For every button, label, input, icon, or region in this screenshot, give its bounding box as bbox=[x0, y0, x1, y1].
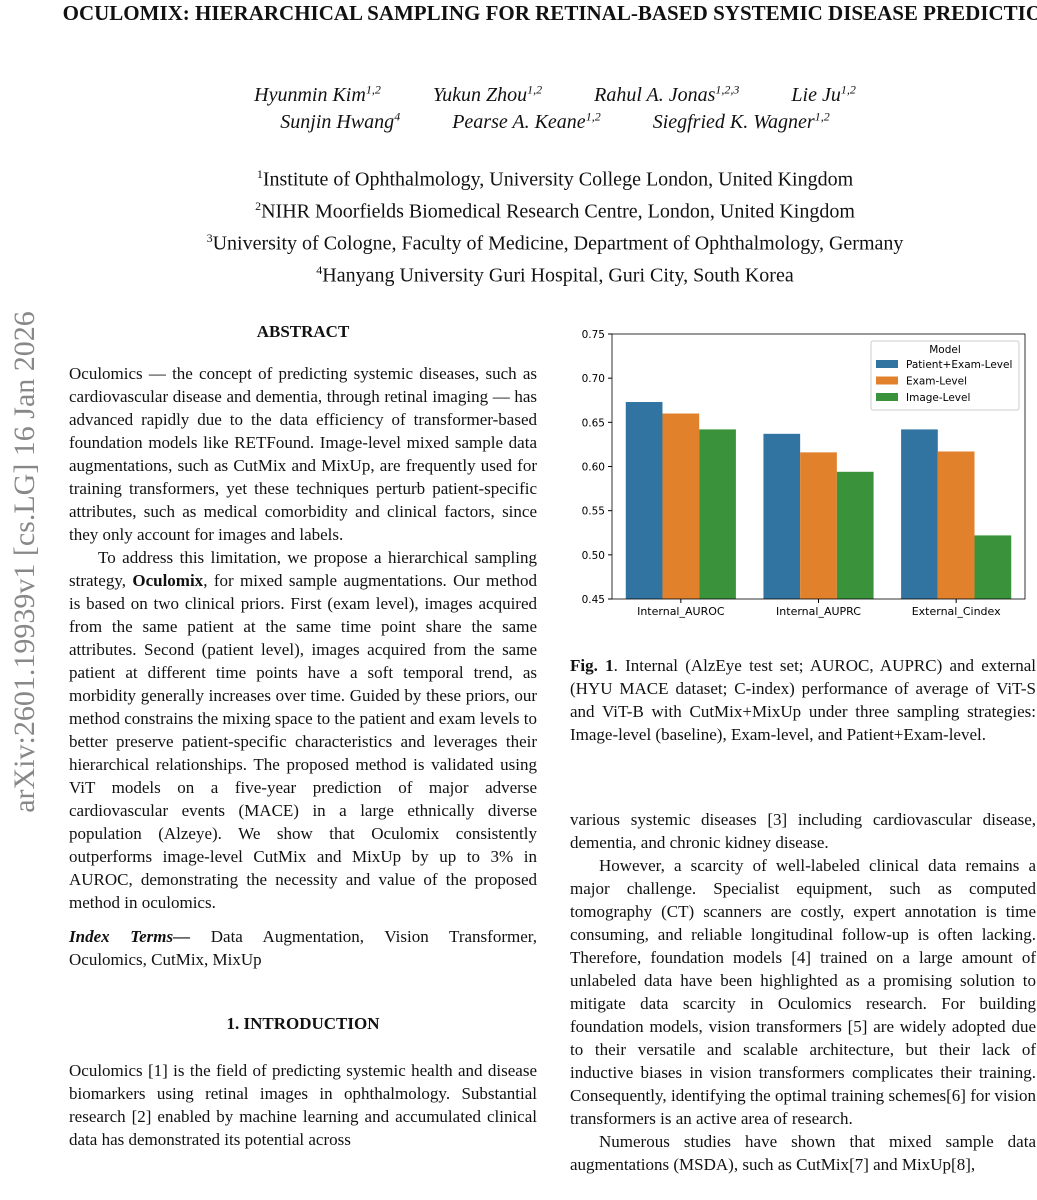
paper-title: OCULOMIX: HIERARCHICAL SAMPLING FOR RETI… bbox=[62, 1, 1037, 25]
abstract-heading: ABSTRACT bbox=[256, 322, 350, 341]
legend-label: Exam-Level bbox=[906, 376, 967, 388]
right-paragraph-1: various systemic diseases [3] including … bbox=[570, 810, 1036, 852]
affiliation: 4Hanyang University Guri Hospital, Guri … bbox=[316, 263, 794, 288]
affiliation: 2NIHR Moorfields Biomedical Research Cen… bbox=[255, 199, 855, 223]
abstract-paragraph-2: To address this limitation, we propose a… bbox=[69, 548, 537, 912]
x-tick-label: External_Cindex bbox=[912, 605, 1001, 618]
author-name: Hyunmin Kim1,2 bbox=[254, 82, 381, 106]
abstract-paragraph-1: Oculomics — the concept of predicting sy… bbox=[69, 364, 537, 544]
y-tick-label: 0.55 bbox=[582, 506, 605, 518]
author-name: Sunjin Hwang4 bbox=[280, 109, 401, 133]
y-tick-label: 0.45 bbox=[582, 594, 605, 606]
bar-chart: 0.45 0.50 0.55 0.60 0.65 0.70 0.75 Internal_AUR… bbox=[582, 329, 1026, 618]
y-tick-label: 0.70 bbox=[582, 373, 605, 385]
bar-exam-level-internal_auroc bbox=[662, 413, 700, 599]
arxiv-identifier[interactable]: arXiv:2601.19939v1 [cs.LG] 16 Jan 2026 bbox=[8, 311, 41, 813]
bar-patient-exam-level-internal_auroc bbox=[625, 402, 663, 599]
author-name: Rahul A. Jonas1,2,3 bbox=[594, 82, 740, 106]
bar-exam-level-internal_auprc bbox=[800, 452, 837, 599]
figure-caption: Fig. 1. Internal (AlzEye test set; AUROC… bbox=[570, 656, 1037, 744]
x-tick-label: Internal_AUPRC bbox=[776, 605, 861, 618]
x-tick-label: Internal_AUROC bbox=[637, 605, 725, 618]
author-name: Pearse A. Keane1,2 bbox=[452, 109, 601, 133]
author-name: Siegfried K. Wagner1,2 bbox=[652, 109, 830, 133]
y-tick-label: 0.65 bbox=[582, 417, 605, 429]
legend-label: Patient+Exam-Level bbox=[906, 359, 1012, 371]
legend-box bbox=[870, 340, 1020, 411]
intro-heading: 1. INTRODUCTION bbox=[226, 1014, 380, 1033]
y-tick-label: 0.50 bbox=[582, 550, 605, 562]
legend-swatch bbox=[876, 360, 898, 368]
bar-image-level-internal_auprc bbox=[836, 471, 874, 599]
y-tick-label: 0.60 bbox=[582, 462, 605, 474]
affiliation: 3University of Cologne, Faculty of Medic… bbox=[206, 231, 904, 255]
author-name: Lie Ju1,2 bbox=[791, 82, 856, 106]
bar-patient-exam-level-external_cindex bbox=[901, 429, 938, 599]
legend-label: Image-Level bbox=[906, 392, 970, 404]
authors-row-1: Hyunmin Kim1,2 Yukun Zhou1,2 Rahul A. Jona… bbox=[0, 82, 1037, 107]
author-name: Yukun Zhou1,2 bbox=[432, 82, 543, 106]
bar-image-level-external_cindex bbox=[974, 535, 1012, 599]
affiliation: 1Institute of Ophthalmology, University … bbox=[256, 167, 854, 191]
right-column: various systemic diseases [3] including … bbox=[570, 808, 1036, 1176]
bar-patient-exam-level-internal_auprc bbox=[763, 433, 801, 599]
bar-image-level-internal_auroc bbox=[699, 429, 736, 599]
legend-title: Model bbox=[929, 344, 961, 356]
authors-row-2: Sunjin Hwang4 Pearse A. Keane1,2 Siegfried… bbox=[0, 109, 1037, 134]
right-paragraph-2: However, a scarcity of well-labeled clin… bbox=[570, 856, 1036, 1128]
intro-paragraph-1: Oculomics [1] is the field of predicting… bbox=[69, 1061, 537, 1149]
left-column: ABSTRACT Oculomics — the concept of pred… bbox=[69, 320, 537, 1151]
affiliations: 1Institute of Ophthalmology, University … bbox=[0, 161, 1037, 290]
right-paragraph-3: Numerous studies have shown that mixed s… bbox=[570, 1132, 1036, 1174]
index-terms: Index Terms— Data Augmentation, Vision T… bbox=[69, 927, 537, 969]
legend-swatch bbox=[876, 376, 898, 385]
y-tick-label: 0.75 bbox=[582, 329, 605, 341]
legend-swatch bbox=[876, 393, 898, 401]
bar-exam-level-external_cindex bbox=[937, 451, 975, 599]
